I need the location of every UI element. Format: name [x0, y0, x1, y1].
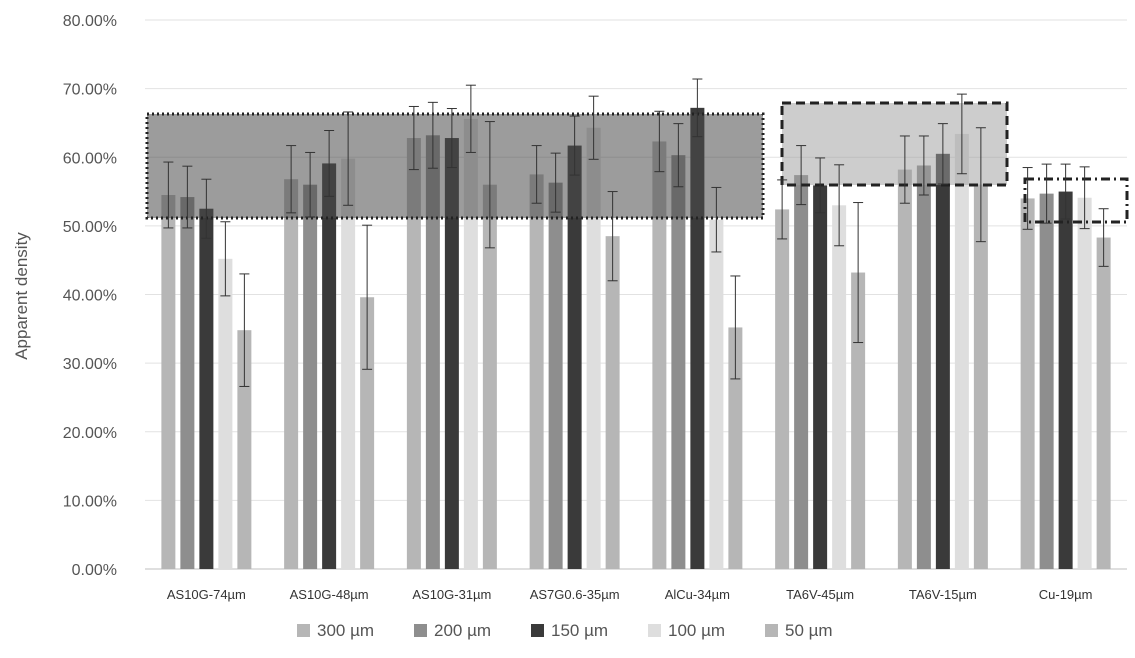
legend-label: 300 µm	[317, 621, 374, 640]
highlight-box-aluminium	[145, 112, 765, 220]
bar	[341, 158, 356, 569]
highlight-boxes	[145, 101, 1129, 224]
bar	[832, 205, 847, 569]
bar	[775, 209, 790, 569]
bars	[161, 107, 1111, 570]
legend-swatch	[765, 624, 778, 637]
x-tick-label: AS10G-48µm	[290, 587, 369, 602]
y-tick-label: 10.00%	[63, 493, 117, 510]
x-tick-label: AlCu-34µm	[665, 587, 730, 602]
bar	[406, 138, 421, 569]
bar	[218, 258, 233, 569]
highlight-box-cu	[1023, 177, 1129, 224]
bar	[709, 219, 724, 570]
highlight-box-ta6v	[780, 101, 1009, 187]
bar	[728, 327, 743, 569]
legend-swatch	[414, 624, 427, 637]
bar	[1039, 193, 1054, 569]
legend-label: 100 µm	[668, 621, 725, 640]
bar	[567, 145, 582, 570]
legend-label: 50 µm	[785, 621, 833, 640]
bar	[935, 153, 950, 569]
bar	[605, 236, 620, 569]
legend-swatch	[297, 624, 310, 637]
legend-swatch	[648, 624, 661, 637]
bar	[482, 184, 497, 569]
bar	[671, 155, 686, 569]
bar	[916, 165, 931, 570]
legend: 300 µm 200 µm 150 µm 100 µm 50 µm	[297, 621, 833, 640]
bar	[954, 133, 969, 570]
legend-label: 150 µm	[551, 621, 608, 640]
x-tick-label: TA6V-15µm	[909, 587, 977, 602]
error-bars	[163, 78, 1109, 387]
bar	[1020, 198, 1035, 570]
bar	[303, 184, 318, 569]
x-tick-label: TA6V-45µm	[786, 587, 854, 602]
bar	[548, 182, 563, 570]
x-tick-label: Cu-19µm	[1039, 587, 1093, 602]
legend-label: 200 µm	[434, 621, 491, 640]
y-axis-title: Apparent density	[12, 232, 31, 360]
bar	[237, 330, 252, 569]
bar	[813, 185, 828, 570]
bar	[463, 118, 478, 569]
x-tick-label: AS10G-74µm	[167, 587, 246, 602]
y-tick-label: 50.00%	[63, 219, 117, 236]
bar	[973, 184, 988, 569]
y-tick-label: 0.00%	[72, 562, 117, 579]
y-tick-label: 30.00%	[63, 356, 117, 373]
bar	[652, 141, 667, 569]
y-tick-label: 80.00%	[63, 13, 117, 30]
x-tick-label: AS7G0.6-35µm	[530, 587, 620, 602]
bar	[425, 135, 440, 570]
bar	[199, 208, 214, 569]
bar	[897, 169, 912, 570]
bar	[1077, 197, 1092, 569]
x-tick-label: AS10G-31µm	[412, 587, 491, 602]
bar	[1058, 191, 1073, 569]
y-tick-label: 40.00%	[63, 288, 117, 305]
bar	[322, 163, 337, 569]
axes: 0.00% 10.00% 20.00% 30.00% 40.00% 50.00% 60.00…	[63, 13, 1093, 602]
bar	[690, 107, 705, 569]
legend-swatch	[531, 624, 544, 637]
y-tick-label: 70.00%	[63, 82, 117, 99]
bar	[360, 297, 375, 569]
bar	[444, 138, 459, 569]
y-tick-label: 60.00%	[63, 150, 117, 167]
bar	[284, 179, 299, 569]
y-tick-label: 20.00%	[63, 425, 117, 442]
bar	[180, 197, 195, 570]
bar	[529, 174, 544, 569]
bar	[161, 194, 176, 569]
bar	[586, 127, 601, 570]
bar	[851, 272, 866, 569]
bar	[794, 175, 809, 569]
bar	[1096, 237, 1111, 569]
